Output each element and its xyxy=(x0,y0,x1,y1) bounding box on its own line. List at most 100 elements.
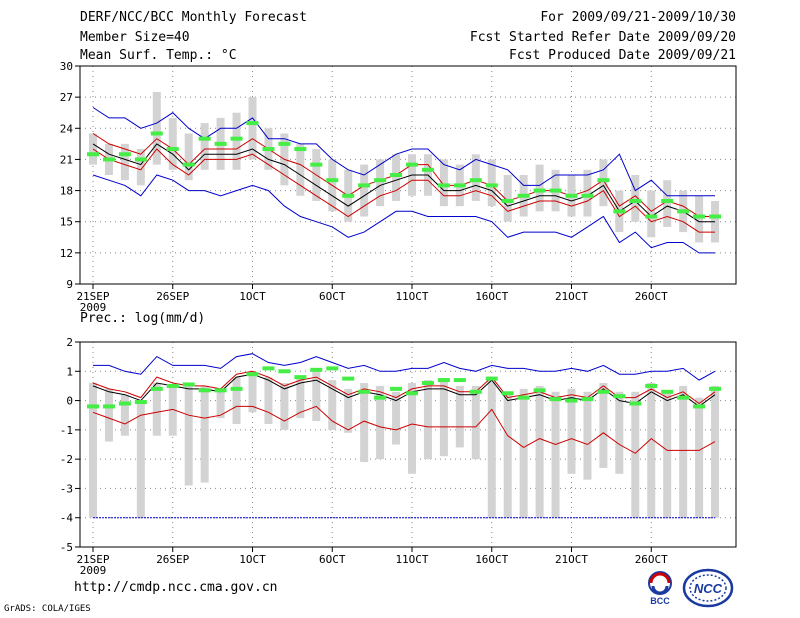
prec-ensemble-box xyxy=(216,388,225,419)
temp-upper-envelope-line xyxy=(92,107,715,197)
temp-xtick-label: 26SEP xyxy=(156,290,189,303)
prec-mean-marker xyxy=(214,388,227,393)
prec-ytick-label: -1 xyxy=(60,424,73,437)
temp-mean-marker xyxy=(246,121,259,126)
temp-mean-marker xyxy=(294,147,307,152)
prec-mean-marker xyxy=(166,383,179,388)
prec-mean-marker xyxy=(597,389,610,394)
prec-mean-marker xyxy=(278,369,291,374)
temp-mean-marker xyxy=(198,136,211,141)
temp-mean-marker xyxy=(709,214,722,219)
prec-xtick-label: 21SEP xyxy=(76,553,109,566)
prec-mean-marker xyxy=(421,381,434,385)
temp-ensemble-box xyxy=(471,154,480,201)
temp-median-line xyxy=(92,143,715,223)
prec-mean-marker xyxy=(182,382,195,387)
grads-credit: GrADS: COLA/IGES xyxy=(4,604,91,614)
prec-ensemble-box xyxy=(104,388,113,442)
prec-xtick-label: 26SEP xyxy=(156,553,189,566)
temp-lower-spread-line xyxy=(92,148,715,233)
prec-ensemble-box xyxy=(280,383,289,430)
temp-mean-marker xyxy=(150,131,163,136)
temp-ensemble-box xyxy=(152,91,161,165)
temp-mean-marker xyxy=(310,162,323,167)
temp-ensemble-box xyxy=(599,159,608,207)
prec-mean-marker xyxy=(310,367,323,372)
temp-mean-marker xyxy=(102,157,115,162)
website-url[interactable]: http://cmdp.ncc.cma.gov.cn xyxy=(74,580,278,595)
prec-mean-marker xyxy=(437,378,450,383)
temp-lower-envelope-line xyxy=(92,174,715,254)
temp-ensemble-box xyxy=(535,164,544,212)
temp-mean-marker xyxy=(214,141,227,146)
prec-ensemble-box xyxy=(120,394,129,436)
prec-ensemble-box xyxy=(168,385,177,436)
temp-mean-marker xyxy=(421,167,434,172)
prec-ensemble-box xyxy=(360,383,369,463)
prec-ensemble-box xyxy=(535,385,544,518)
temp-mean-marker xyxy=(437,183,450,188)
prec-ensemble-box xyxy=(296,377,305,419)
member-size-label: Member Size=40 xyxy=(80,30,190,45)
temp-ensemble-box xyxy=(583,169,592,217)
prec-ensemble-box xyxy=(392,391,401,445)
prec-ensemble-box xyxy=(519,388,528,518)
temp-ytick-label: 18 xyxy=(60,185,73,198)
prec-xtick-label: 11OCT xyxy=(395,553,428,566)
prec-lower-spread-line xyxy=(92,405,716,454)
prec-ensemble-box xyxy=(152,383,161,436)
temp-mean-marker xyxy=(166,147,179,152)
temp-upper-spread-line xyxy=(92,133,715,217)
prec-ytick-label: -2 xyxy=(60,453,73,466)
temp-ensemble-box xyxy=(136,149,145,186)
temp-ensemble-box xyxy=(184,133,193,181)
prec-mean-marker xyxy=(294,375,307,380)
temp-ytick-label: 24 xyxy=(60,122,74,135)
temp-ensemble-box xyxy=(503,175,512,222)
prec-upper-spread-line xyxy=(92,370,716,405)
ncc-logo-text: NCC xyxy=(694,581,723,596)
temp-mean-marker xyxy=(230,136,243,141)
temp-ensemble-box xyxy=(695,195,704,243)
temp-ensemble-box xyxy=(120,143,129,181)
temp-xtick-label: 11OCT xyxy=(395,290,428,303)
temp-ensemble-box xyxy=(360,164,369,217)
temp-mean-marker xyxy=(118,152,131,157)
temp-mean-marker xyxy=(677,209,690,214)
forecast-produced-date: Fcst Produced Date 2009/09/21 xyxy=(509,48,736,63)
ncc-logo-icon: NCC xyxy=(682,568,734,608)
temp-ensemble-box xyxy=(296,143,305,196)
prec-mean-marker xyxy=(230,386,243,391)
prec-mean-marker xyxy=(118,401,131,406)
prec-mean-marker xyxy=(565,398,578,403)
temp-mean-marker xyxy=(406,162,418,167)
prec-ytick-label: -4 xyxy=(60,512,74,525)
temp-mean-marker xyxy=(326,178,339,183)
prec-ensemble-box xyxy=(663,391,672,518)
prec-ensemble-box xyxy=(615,391,624,474)
temp-mean-marker xyxy=(453,183,466,188)
prec-mean-marker xyxy=(533,388,546,393)
temp-mean-marker xyxy=(501,198,514,203)
prec-mean-marker xyxy=(150,386,163,391)
temp-ytick-label: 21 xyxy=(60,153,73,166)
prec-ensemble-box xyxy=(136,400,145,518)
temp-year-label: 2009 xyxy=(80,301,107,314)
prec-ensemble-box xyxy=(328,380,337,430)
temp-ytick-label: 9 xyxy=(66,278,73,291)
prec-mean-marker xyxy=(134,400,147,405)
temp-xtick-label: 26OCT xyxy=(635,290,668,303)
prec-ensemble-box xyxy=(264,377,273,424)
prec-mean-marker xyxy=(485,376,498,381)
variable-label: Mean Surf. Temp.: °C xyxy=(80,48,237,63)
temp-mean-marker xyxy=(581,193,594,198)
prec-mean-marker xyxy=(406,391,418,396)
prec-ensemble-box xyxy=(567,388,576,474)
prec-upper-envelope-line xyxy=(93,353,716,381)
prec-ytick-label: 0 xyxy=(66,395,73,408)
prec-ensemble-box xyxy=(679,385,688,518)
temp-ensemble-box xyxy=(647,190,656,238)
prec-ensemble-box xyxy=(503,391,512,518)
prec-ensemble-box xyxy=(695,397,704,518)
